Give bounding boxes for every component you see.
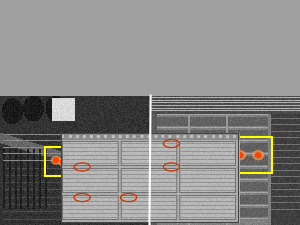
- Circle shape: [235, 151, 245, 160]
- Circle shape: [253, 151, 263, 160]
- Circle shape: [60, 160, 65, 164]
- Circle shape: [58, 158, 67, 166]
- Circle shape: [256, 153, 261, 157]
- Bar: [45, 147, 72, 176]
- Circle shape: [54, 158, 58, 162]
- Circle shape: [52, 156, 61, 164]
- Circle shape: [238, 153, 243, 157]
- Bar: [234, 137, 272, 173]
